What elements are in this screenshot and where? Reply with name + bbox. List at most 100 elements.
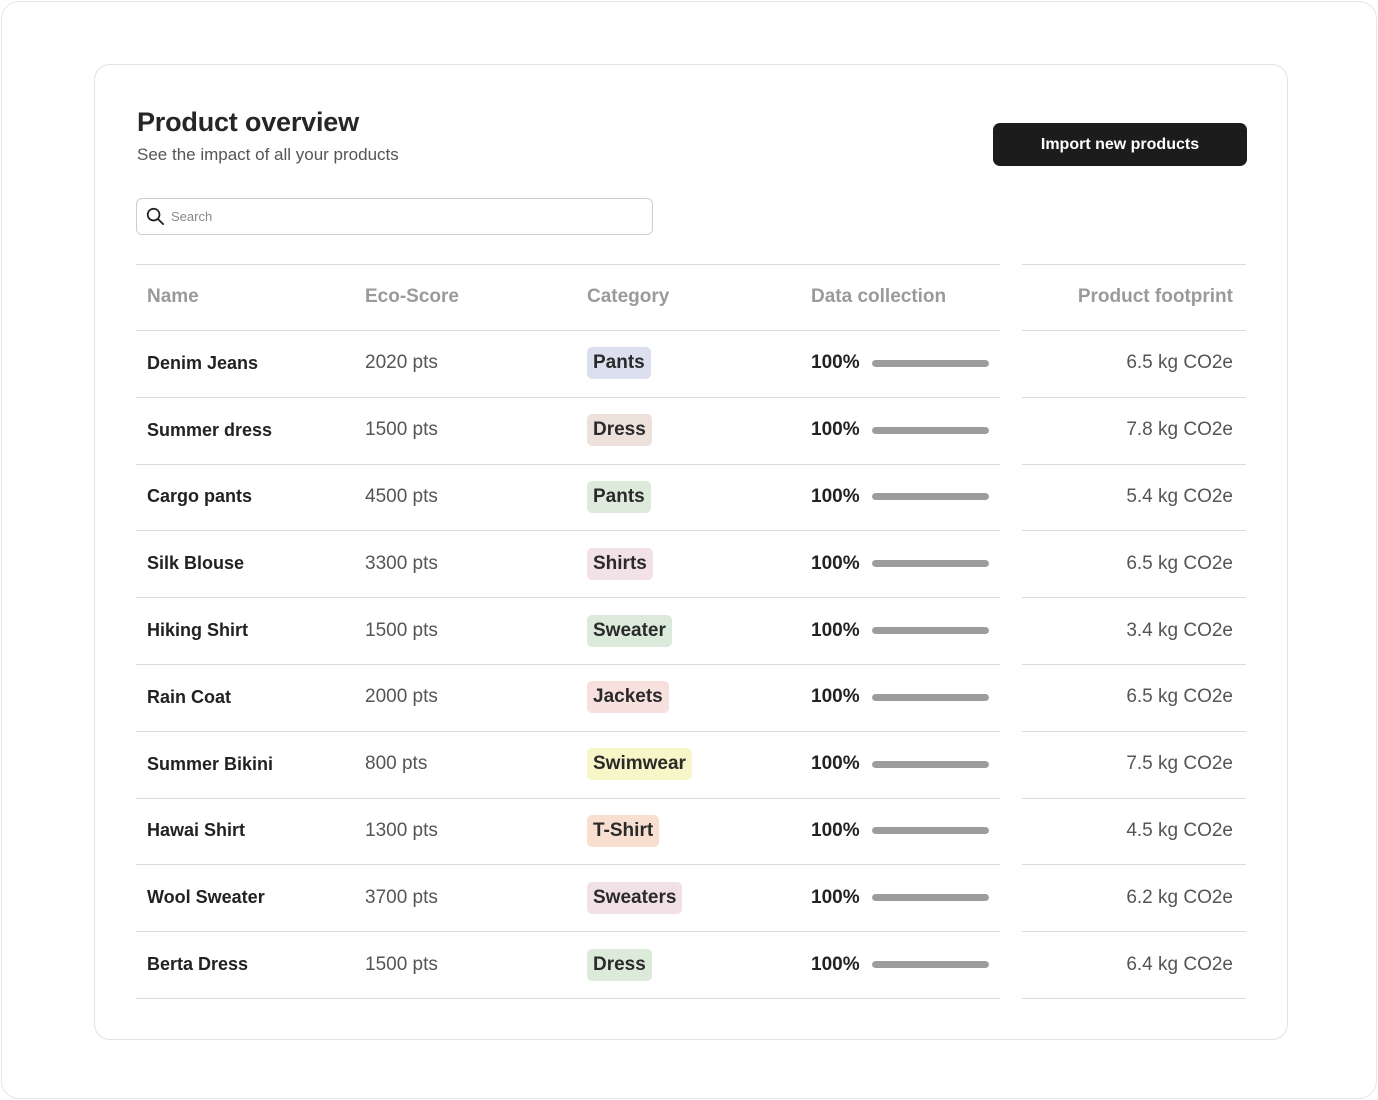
search-input[interactable] — [171, 209, 641, 224]
data-collection-percent: 100% — [811, 419, 860, 441]
data-collection-percent: 100% — [811, 819, 860, 841]
header-eco-score[interactable]: Eco-Score — [365, 286, 459, 307]
row-divider — [136, 864, 354, 866]
category-cell: Dress — [587, 397, 652, 464]
category-cell: Swimwear — [587, 731, 692, 798]
row-divider — [1022, 530, 1246, 532]
row-divider — [800, 730, 1000, 732]
product-name: Wool Sweater — [147, 887, 265, 908]
row-divider — [136, 664, 354, 665]
table-row[interactable]: Hiking Shirt 1500 pts Sweater 100% 3.4 kg CO… — [136, 597, 1246, 664]
progress-bar-fill — [872, 894, 989, 902]
row-divider — [354, 998, 800, 999]
row-divider — [1022, 864, 1246, 866]
data-collection-progress-bar — [872, 894, 989, 902]
category-cell: Pants — [587, 464, 651, 531]
table-row[interactable]: Silk Blouse 3300 pts Shirts 100% 6.5 kg CO2e — [136, 530, 1246, 597]
data-collection-progress-bar — [872, 760, 989, 768]
row-divider — [354, 396, 800, 398]
row-divider — [1022, 597, 1246, 599]
data-collection-cell: 100% — [811, 464, 989, 531]
data-collection-cell: 100% — [811, 397, 989, 464]
product-footprint: 3.4 kg CO2e — [1126, 619, 1233, 641]
category-tag: Swimwear — [587, 748, 692, 781]
data-collection-progress-bar — [872, 426, 989, 434]
data-collection-percent: 100% — [811, 485, 860, 507]
header-divider — [1022, 330, 1246, 331]
data-collection-cell: 100% — [811, 330, 989, 397]
product-name: Summer dress — [147, 419, 273, 440]
table-row[interactable]: Summer Bikini 800 pts Swimwear 100% 7.5 kg C… — [136, 731, 1246, 798]
category-tag: T-Shirt — [587, 814, 660, 847]
table-top-border — [136, 264, 1000, 265]
import-products-button[interactable]: Import new products — [993, 123, 1247, 166]
page-title: Product overview — [137, 107, 359, 137]
table-row[interactable]: Rain Coat 2000 pts Jackets 100% 6.5 kg CO2e — [136, 664, 1246, 731]
progress-bar-fill — [872, 693, 989, 701]
category-tag: Pants — [587, 480, 651, 513]
header-product-footprint[interactable]: Product footprint — [1077, 286, 1233, 307]
row-divider — [354, 597, 800, 599]
product-footprint: 6.5 kg CO2e — [1126, 352, 1233, 374]
row-divider — [136, 396, 354, 398]
table-row[interactable]: Wool Sweater 3700 pts Sweaters 100% 6.2 kg C… — [136, 864, 1246, 931]
data-collection-progress-bar — [872, 560, 989, 568]
progress-bar-fill — [872, 560, 989, 568]
row-divider — [800, 931, 1000, 933]
header-name[interactable]: Name — [147, 286, 199, 307]
category-cell: Dress — [587, 931, 652, 998]
eco-score: 3300 pts — [365, 552, 438, 574]
row-divider — [354, 797, 800, 799]
data-collection-percent: 100% — [811, 352, 860, 374]
row-divider — [136, 730, 354, 732]
row-divider — [800, 864, 1000, 866]
row-divider — [800, 664, 1000, 665]
data-collection-cell: 100% — [811, 798, 989, 865]
product-name: Rain Coat — [147, 686, 232, 707]
header-divider — [136, 330, 1000, 331]
row-divider — [354, 664, 800, 665]
category-cell: Shirts — [587, 530, 653, 597]
progress-bar-fill — [872, 627, 989, 635]
product-footprint: 7.8 kg CO2e — [1126, 419, 1233, 441]
product-footprint: 6.2 kg CO2e — [1126, 886, 1233, 908]
table-row[interactable]: Cargo pants 4500 pts Pants 100% 5.4 kg CO2e — [136, 464, 1246, 531]
data-collection-progress-bar — [872, 827, 989, 835]
product-footprint: 6.5 kg CO2e — [1126, 552, 1233, 574]
data-collection-progress-bar — [872, 359, 989, 367]
progress-bar-fill — [872, 961, 989, 969]
table-row[interactable]: Summer dress 1500 pts Dress 100% 7.8 kg CO2e — [136, 397, 1246, 464]
product-name: Cargo pants — [147, 486, 253, 507]
eco-score: 800 pts — [365, 753, 428, 775]
eco-score: 2000 pts — [365, 686, 438, 708]
data-collection-cell: 100% — [811, 731, 989, 798]
product-name: Summer Bikini — [147, 753, 274, 774]
row-divider — [1022, 931, 1246, 933]
row-divider — [800, 797, 1000, 799]
data-collection-cell: 100% — [811, 597, 989, 664]
data-collection-percent: 100% — [811, 953, 860, 975]
progress-bar-fill — [872, 760, 989, 768]
row-divider — [354, 864, 800, 866]
row-divider — [1022, 463, 1246, 465]
eco-score: 1300 pts — [365, 819, 438, 841]
product-name: Hiking Shirt — [147, 620, 249, 641]
product-footprint: 6.5 kg CO2e — [1126, 686, 1233, 708]
product-footprint: 6.4 kg CO2e — [1126, 953, 1233, 975]
category-cell: Sweater — [587, 597, 672, 664]
data-collection-cell: 100% — [811, 664, 989, 731]
table-row[interactable]: Hawai Shirt 1300 pts T-Shirt 100% 4.5 kg CO2… — [136, 798, 1246, 865]
row-divider — [354, 931, 800, 933]
search-box[interactable] — [136, 198, 653, 235]
header-data-collection[interactable]: Data collection — [811, 286, 947, 307]
eco-score: 2020 pts — [365, 352, 438, 374]
data-collection-cell: 100% — [811, 530, 989, 597]
row-divider — [136, 597, 354, 599]
table-row[interactable]: Denim Jeans 2020 pts Pants 100% 6.5 kg CO2e — [136, 330, 1246, 397]
data-collection-percent: 100% — [811, 686, 860, 708]
product-overview-card: Product overview See the impact of all y… — [94, 64, 1288, 1040]
row-divider — [1022, 664, 1246, 665]
table-row[interactable]: Berta Dress 1500 pts Dress 100% 6.4 kg CO2e — [136, 931, 1246, 998]
header-category[interactable]: Category — [587, 286, 670, 307]
